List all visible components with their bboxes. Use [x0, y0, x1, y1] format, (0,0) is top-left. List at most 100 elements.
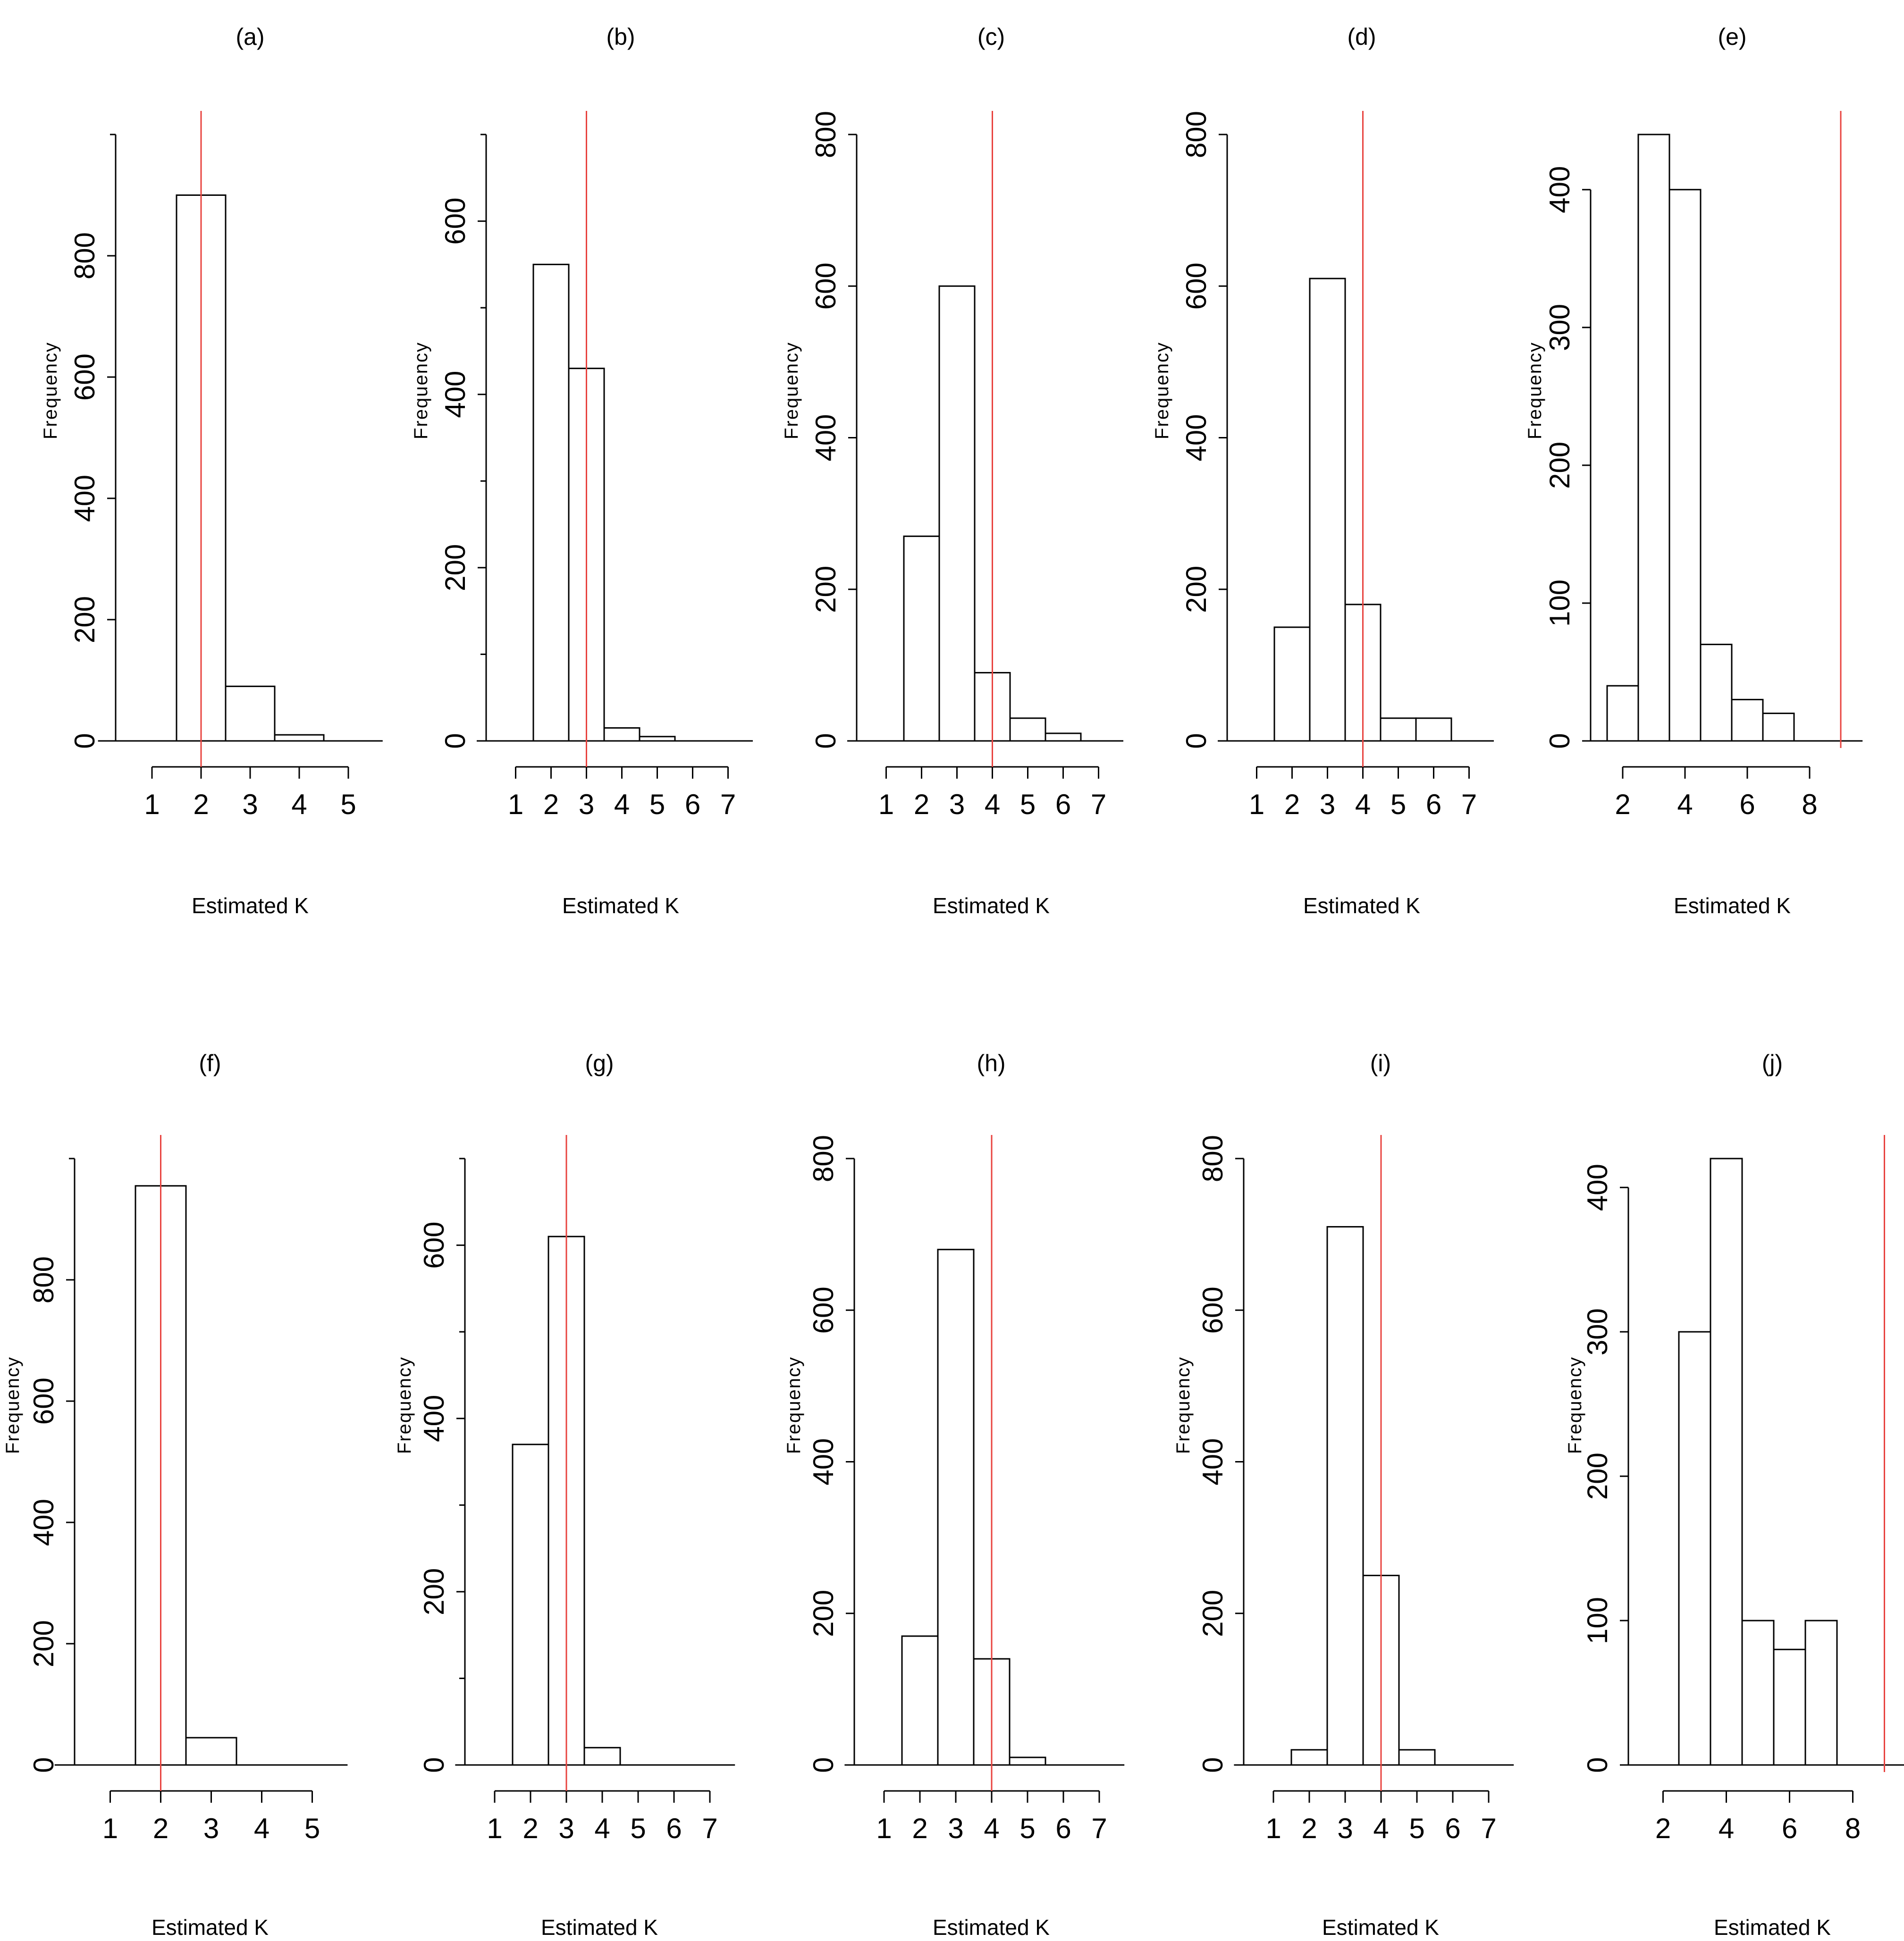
histogram-bar — [1309, 277, 1346, 742]
histogram-bar — [1710, 1158, 1743, 1766]
y-tick-label: 600 — [69, 353, 101, 401]
x-tick-label: 2 — [1655, 1813, 1671, 1844]
y-tick-label: 200 — [1582, 1453, 1613, 1500]
histogram-bar — [1606, 685, 1639, 742]
histogram-bar — [1398, 1749, 1436, 1766]
y-tick-label: 600 — [418, 1222, 450, 1269]
y-tick-label: 800 — [808, 1135, 839, 1182]
x-tick-label: 4 — [254, 1813, 270, 1844]
x-axis-label: Estimated K — [541, 1915, 658, 1940]
y-axis-label: Frequency — [784, 1356, 804, 1454]
histogram-panel-e: (e) 0 100 200 300 400 Frequency 2 4 6 8 Estimated K — [1525, 24, 1863, 918]
histogram-bar — [938, 285, 976, 742]
x-tick-label: 2 — [1615, 789, 1630, 820]
y-tick-label: 200 — [810, 566, 842, 613]
histogram-bar — [1290, 1749, 1328, 1766]
x-tick-label: 6 — [1055, 789, 1071, 820]
histogram-panel-d: (d) 0 200 400 600 800 Frequency 1 2 3 4 5 6 7 Estimate… — [1152, 24, 1494, 918]
y-tick-label: 0 — [439, 733, 471, 748]
histogram-bar — [639, 736, 676, 742]
histogram-bar — [185, 1737, 237, 1766]
y-tick-label: 400 — [1544, 166, 1575, 213]
x-tick-label: 6 — [685, 789, 700, 820]
x-tick-label: 5 — [340, 789, 356, 820]
x-axis-label: Estimated K — [562, 893, 679, 918]
y-tick-label: 400 — [28, 1499, 59, 1546]
y-tick-label: 0 — [808, 1757, 839, 1773]
panel-title: (b) — [606, 24, 635, 50]
y-tick-label: 600 — [28, 1378, 59, 1425]
y-tick-label: 0 — [1180, 733, 1212, 748]
y-tick-label: 400 — [810, 414, 842, 461]
y-tick-label: 800 — [69, 232, 101, 279]
histogram-bar — [1637, 134, 1670, 742]
y-tick-label: 200 — [28, 1620, 59, 1667]
x-tick-label: 5 — [1019, 1813, 1035, 1844]
histogram-bar — [1773, 1648, 1806, 1766]
histogram-bar — [1415, 717, 1452, 742]
y-tick-label: 0 — [418, 1757, 450, 1773]
x-tick-label: 4 — [985, 789, 1000, 820]
x-tick-label: 1 — [876, 1813, 892, 1844]
x-tick-label: 4 — [614, 789, 630, 820]
x-tick-label: 5 — [1020, 789, 1036, 820]
panel-title: (d) — [1347, 24, 1376, 50]
x-tick-label: 7 — [1461, 789, 1477, 820]
histogram-panel-h: (h) 0 200 400 600 800 Frequency 1 2 3 4 5 6 7 Estimate… — [784, 1050, 1125, 1940]
histogram-panel-a: (a) 0 200 400 600 800 Frequency 1 2 3 4 5 Estimated … — [40, 24, 383, 918]
y-tick-label: 0 — [1544, 733, 1575, 748]
panel-title: (j) — [1762, 1050, 1783, 1076]
histogram-bar — [937, 1249, 975, 1766]
histogram-bar — [274, 734, 325, 742]
panel-title: (c) — [977, 24, 1005, 50]
x-tick-label: 6 — [1055, 1813, 1071, 1844]
histogram-bar — [1009, 717, 1046, 742]
histogram-bar — [1009, 1756, 1046, 1766]
x-tick-label: 2 — [522, 1813, 538, 1844]
y-tick-label: 400 — [1180, 414, 1212, 461]
y-tick-label: 300 — [1544, 304, 1575, 351]
y-axis-label: Frequency — [2, 1356, 23, 1454]
histogram-panel-f: (f) 0 200 400 600 800 Frequency 1 2 3 4 5 Estimated … — [2, 1050, 348, 1940]
x-tick-label: 7 — [1091, 789, 1106, 820]
y-tick-label: 200 — [69, 596, 101, 643]
y-tick-label: 800 — [28, 1256, 59, 1303]
x-tick-label: 4 — [1677, 789, 1693, 820]
y-tick-label: 100 — [1582, 1597, 1613, 1644]
y-tick-label: 200 — [1180, 566, 1212, 613]
histogram-bar — [1273, 626, 1311, 742]
histogram-bar — [1326, 1226, 1364, 1766]
x-tick-label: 2 — [1301, 1813, 1317, 1844]
y-tick-label: 400 — [69, 475, 101, 522]
x-tick-label: 6 — [1782, 1813, 1797, 1844]
x-tick-label: 8 — [1802, 789, 1817, 820]
x-tick-label: 6 — [666, 1813, 682, 1844]
x-tick-label: 7 — [720, 789, 736, 820]
y-axis-label: Frequency — [781, 342, 802, 439]
histogram-bar — [901, 1635, 939, 1766]
y-tick-label: 200 — [418, 1568, 450, 1615]
y-axis-label: Frequency — [1565, 1356, 1585, 1454]
x-tick-label: 4 — [594, 1813, 610, 1844]
y-tick-label: 0 — [28, 1757, 59, 1773]
histogram-panel-g: (g) 0 200 400 600 Frequency 1 2 3 4 5 6 7 Estimated K — [394, 1050, 735, 1940]
y-tick-label: 100 — [1544, 580, 1575, 627]
x-tick-label: 6 — [1426, 789, 1441, 820]
histogram-bar — [603, 727, 640, 742]
x-tick-label: 7 — [702, 1813, 717, 1844]
histogram-panel-b: (b) 0 200 400 600 Frequency 1 2 3 4 5 6 7 Estimated K — [411, 24, 753, 918]
y-tick-label: 300 — [1582, 1308, 1613, 1355]
x-tick-label: 2 — [1284, 789, 1300, 820]
x-tick-label: 2 — [153, 1813, 168, 1844]
histogram-bar — [1045, 732, 1082, 742]
y-tick-label: 0 — [810, 733, 842, 748]
y-tick-label: 200 — [808, 1590, 839, 1637]
x-tick-label: 1 — [1249, 789, 1264, 820]
x-axis-label: Estimated K — [933, 893, 1050, 918]
y-tick-label: 800 — [1180, 111, 1212, 158]
x-tick-label: 2 — [914, 789, 929, 820]
x-tick-label: 7 — [1091, 1813, 1107, 1844]
panel-title: (e) — [1718, 24, 1746, 50]
x-tick-label: 4 — [291, 789, 307, 820]
x-axis-label: Estimated K — [1303, 893, 1420, 918]
